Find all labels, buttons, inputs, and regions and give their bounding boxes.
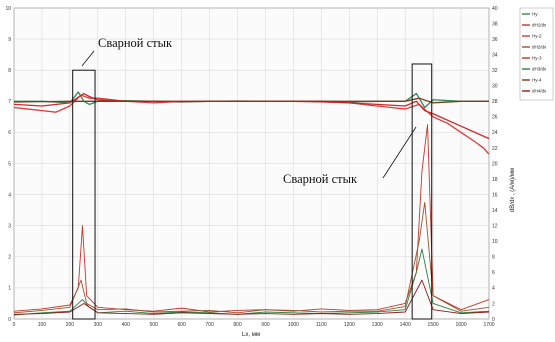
left-tick-label: 9	[8, 37, 11, 43]
right-tick-label: 24	[492, 130, 498, 136]
left-tick-label: 3	[8, 224, 11, 230]
right-tick-label: 2	[492, 301, 495, 307]
right-tick-label: 40	[492, 6, 498, 12]
series-line-2	[13, 124, 490, 313]
x-tick-label: 1700	[483, 322, 494, 328]
right-tick-label: 22	[492, 146, 498, 152]
legend-label-1: Hy	[532, 12, 538, 17]
right-tick-label: 34	[492, 52, 498, 58]
x-tick-label: 1600	[455, 322, 466, 328]
x-tick-label: 100	[38, 322, 47, 328]
right-tick-label: 20	[492, 161, 498, 167]
legend-label-3: Hy-2	[532, 34, 542, 39]
x-tick-label: 0	[13, 322, 16, 328]
right-tick-label: 30	[492, 84, 498, 90]
annotation-pointer-2	[382, 126, 417, 179]
x-tick-label: 600	[177, 322, 186, 328]
x-tick-label: 1200	[344, 322, 355, 328]
x-tick-label: 400	[122, 322, 131, 328]
x-tick-label: 1100	[316, 322, 327, 328]
left-tick-label: 0	[8, 317, 11, 323]
x-tick-label: 1400	[400, 322, 411, 328]
legend-label-2: dH1/dx	[532, 23, 547, 28]
right-tick-label: 4	[492, 286, 495, 292]
series-line-6	[13, 248, 490, 316]
left-tick-label: 6	[8, 130, 11, 136]
left-tick-labels: 0 1 2 3 4 5 6 7 8 9 10	[5, 6, 11, 323]
right-tick-label: 18	[492, 177, 498, 183]
right-tick-label: 12	[492, 224, 498, 230]
left-tick-label: 4	[8, 192, 11, 198]
legend-label-5: Hy-3	[532, 56, 542, 61]
right-tick-label: 38	[492, 21, 498, 27]
x-tick-label: 1500	[428, 322, 439, 328]
legend: Hy dH1/dx Hy-2 dH2/dx Hy-3 dH3/dx Hy-4 dH4/dx	[519, 7, 554, 101]
x-tick-label: 800	[233, 322, 242, 328]
legend-label-4: dH2/dx	[532, 45, 547, 50]
left-tick-label: 10	[5, 6, 11, 12]
annotation-pointer-1	[81, 50, 95, 67]
x-tick-label: 300	[94, 322, 103, 328]
right-tick-label: 10	[492, 239, 498, 245]
right-tick-label: 6	[492, 270, 495, 276]
annotation-label-2: Сварной стык	[283, 172, 358, 186]
legend-box	[519, 7, 554, 101]
right-tick-label: 16	[492, 192, 498, 198]
left-tick-label: 1	[8, 286, 11, 292]
weld-box-2	[411, 63, 433, 320]
x-axis-label: Lx, мм	[242, 332, 260, 338]
x-tick-label: 700	[205, 322, 214, 328]
annotation-label-1: Сварной стык	[98, 36, 173, 50]
x-tick-label: 900	[261, 322, 270, 328]
x-tick-label: 500	[150, 322, 159, 328]
left-tick-label: 5	[8, 161, 11, 167]
legend-label-8: dH4/dx	[532, 89, 547, 94]
annotations: Сварной стык Сварной стык	[72, 36, 433, 320]
right-tick-label: 0	[492, 317, 495, 323]
right-tick-label: 36	[492, 37, 498, 43]
x-tick-label: 200	[66, 322, 75, 328]
right-axis-label: dB/dx , (А/м)/мм	[510, 168, 516, 212]
left-tick-label: 2	[8, 255, 11, 261]
series-line-8	[13, 279, 490, 315]
right-tick-label: 32	[492, 68, 498, 74]
x-tick-labels: 0 100 200 300 400 500 600 700 800 900 1000 1100 1200…	[13, 322, 495, 328]
x-tick-label: 1000	[288, 322, 299, 328]
series-layer	[13, 91, 490, 316]
series-line-4	[13, 201, 490, 314]
left-tick-label: 8	[8, 68, 11, 74]
right-tick-label: 26	[492, 115, 498, 121]
legend-label-6: dH3/dx	[532, 67, 547, 72]
right-tick-label: 14	[492, 208, 498, 214]
right-tick-label: 8	[492, 255, 495, 261]
left-tick-label: 7	[8, 99, 11, 105]
weld-box-1	[72, 69, 96, 320]
x-tick-label: 1300	[372, 322, 383, 328]
right-tick-label: 28	[492, 99, 498, 105]
series-line-7	[13, 97, 489, 104]
legend-label-7: Hy-4	[532, 78, 542, 83]
